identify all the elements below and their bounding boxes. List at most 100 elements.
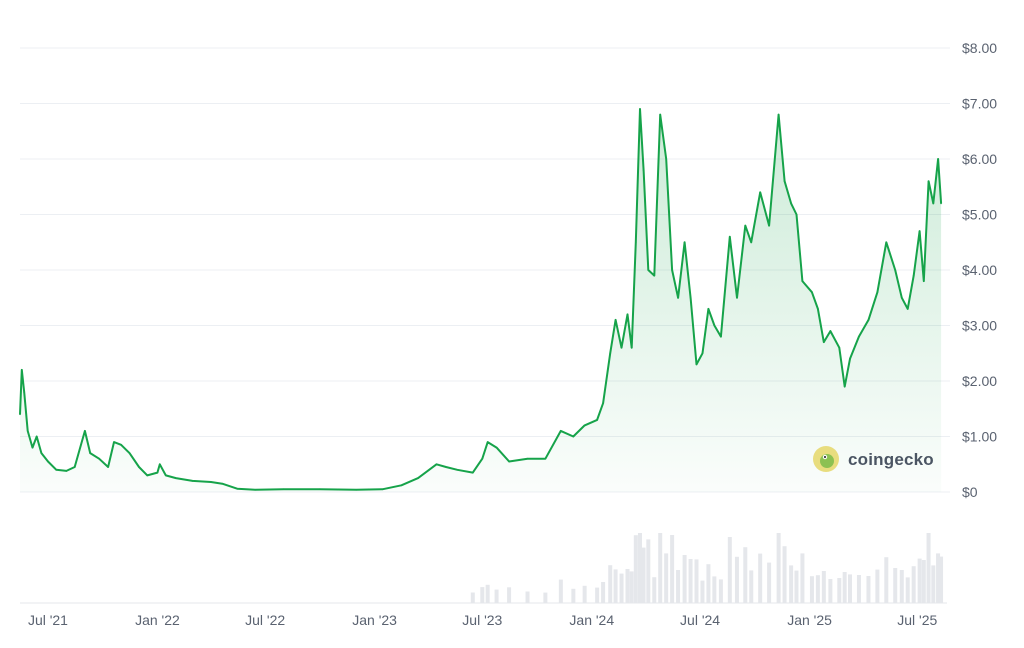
x-tick-label: Jul '21 — [28, 612, 68, 628]
volume-bar — [821, 571, 826, 603]
price-point — [107, 466, 109, 468]
price-point — [620, 346, 623, 349]
volume-bar — [926, 533, 931, 603]
x-axis-ticks: Jul '21 Jan '22 Jul '22 Jan '23 Jul '23 Jan '… — [28, 612, 938, 628]
y-tick-label: $1.00 — [962, 429, 997, 445]
x-tick-label: Jul '24 — [680, 612, 720, 628]
price-point — [838, 346, 841, 349]
volume-bar — [613, 569, 618, 603]
volume-bar — [688, 559, 693, 603]
volume-bar — [470, 592, 475, 603]
price-point — [858, 335, 860, 338]
volume-bar — [911, 566, 916, 603]
price-point — [159, 463, 161, 466]
volume-bar — [718, 579, 723, 603]
y-tick-label: $6.00 — [962, 151, 997, 167]
price-point — [221, 482, 224, 485]
price-point — [695, 363, 698, 366]
price-point — [720, 335, 722, 338]
price-point — [596, 419, 598, 421]
price-point — [677, 296, 679, 299]
price-point — [35, 435, 38, 438]
price-point — [456, 469, 459, 471]
price-point — [146, 474, 149, 477]
price-point — [495, 446, 498, 449]
volume-bar — [507, 587, 512, 603]
price-point — [175, 477, 177, 479]
volume-bar — [646, 539, 651, 603]
price-point — [744, 224, 747, 227]
price-point — [20, 369, 23, 371]
price-point — [906, 308, 909, 310]
volume-bar — [734, 556, 739, 603]
x-tick-label: Jan '25 — [787, 612, 832, 628]
x-tick-label: Jul '22 — [245, 612, 285, 628]
price-point — [544, 457, 547, 460]
price-point — [614, 319, 617, 321]
volume-bar — [625, 569, 630, 603]
volume-bar — [884, 557, 889, 603]
price-point — [713, 324, 716, 327]
volume-bar — [815, 575, 820, 603]
x-tick-label: Jan '23 — [352, 612, 397, 628]
volume-bar — [767, 562, 772, 603]
volume-bar — [893, 568, 898, 603]
price-point — [937, 158, 939, 160]
volume-bar — [658, 533, 663, 603]
price-point — [191, 480, 194, 482]
price-point — [486, 441, 489, 443]
price-point — [736, 296, 738, 299]
volume-bar — [758, 553, 763, 603]
price-point — [927, 180, 930, 182]
price-point — [572, 435, 575, 438]
price-point — [113, 441, 115, 443]
volume-bar — [936, 553, 941, 603]
price-point — [811, 291, 813, 294]
volume-bar — [794, 570, 799, 603]
volume-bar — [682, 555, 687, 603]
price-point — [790, 202, 792, 205]
price-point — [626, 313, 629, 316]
volume-bars — [20, 533, 947, 604]
volume-bar — [694, 559, 699, 603]
volume-bar — [856, 575, 861, 603]
volume-bar — [789, 565, 794, 603]
price-point — [19, 413, 21, 416]
price-point — [40, 452, 43, 454]
price-point — [481, 457, 484, 460]
volume-bar — [558, 579, 563, 603]
volume-bar — [875, 569, 880, 603]
price-point — [783, 180, 786, 182]
price-point — [642, 169, 645, 171]
volume-bar — [931, 565, 936, 603]
price-point — [400, 484, 403, 487]
price-point — [795, 213, 798, 216]
price-point — [526, 457, 529, 460]
volume-bar — [800, 553, 805, 603]
x-tick-label: Jan '22 — [135, 612, 180, 628]
volume-bar — [809, 576, 814, 603]
price-point — [164, 474, 167, 477]
price-point — [128, 452, 131, 454]
price-point — [319, 488, 321, 491]
price-point — [84, 430, 86, 432]
price-point — [23, 391, 25, 393]
price-point — [653, 274, 656, 277]
price-point — [609, 352, 612, 355]
price-point — [445, 466, 447, 468]
volume-bar — [828, 579, 833, 603]
volume-bar — [525, 591, 530, 603]
price-point — [435, 463, 438, 466]
price-point — [602, 402, 604, 405]
x-tick-label: Jul '25 — [897, 612, 937, 628]
coingecko-watermark: coingecko — [813, 446, 934, 472]
volume-bar — [543, 592, 548, 603]
price-point — [683, 241, 686, 244]
price-point — [689, 296, 692, 299]
volume-bar — [712, 576, 717, 603]
price-point — [471, 471, 474, 474]
volume-bar — [866, 576, 871, 603]
price-point — [647, 269, 650, 271]
price-point — [659, 113, 662, 116]
